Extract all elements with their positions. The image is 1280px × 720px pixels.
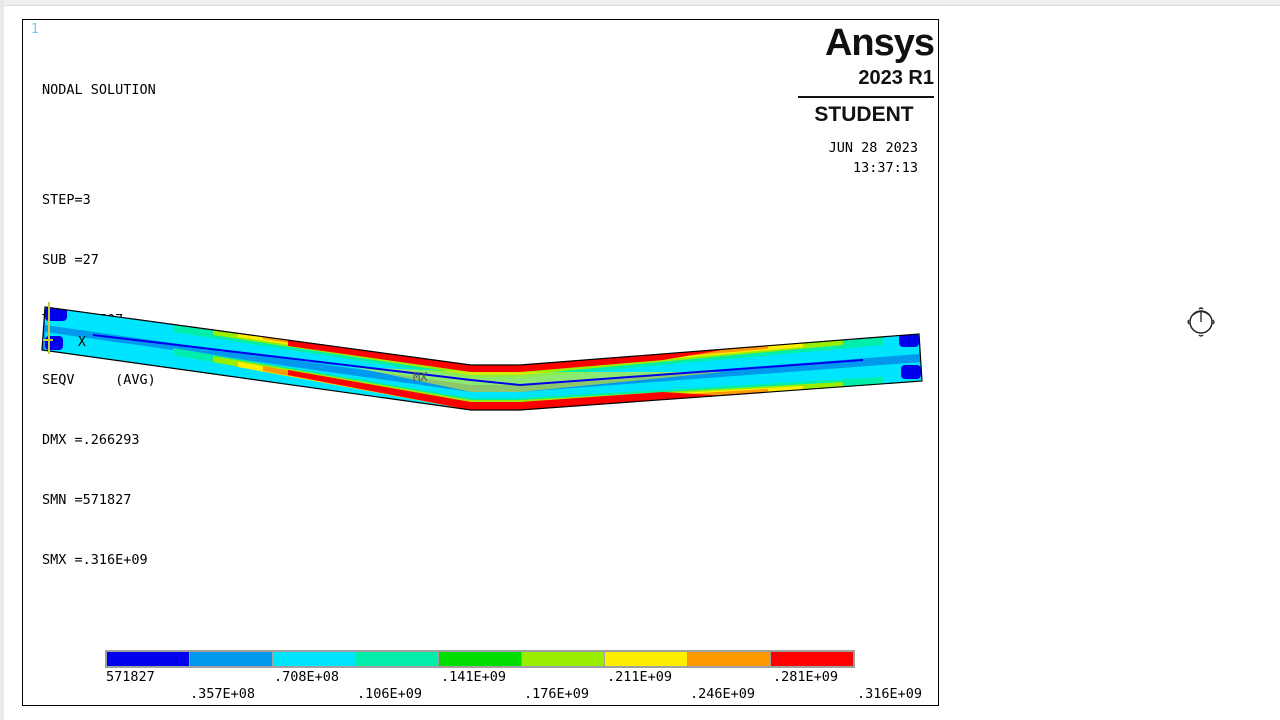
stress-contour-plot: X MX (41, 302, 923, 411)
ansys-brand: Ansys 2023 R1 STUDENT (794, 22, 935, 128)
result-item-label: SEQV (AVG) (42, 372, 156, 388)
rotate-mouse-icon[interactable] (1185, 306, 1217, 338)
legend-label: .211E+09 (607, 669, 673, 685)
legend-label: .176E+09 (524, 686, 590, 702)
window-number: 1 (31, 22, 39, 37)
legend-label: .281E+09 (773, 669, 839, 685)
date-label: JUN 28 2023 (828, 140, 918, 156)
legend-swatch-6 (522, 652, 605, 666)
legend-label: 571827 (106, 669, 155, 685)
contour-legend-bar (105, 650, 855, 668)
beam-contours (42, 307, 922, 410)
legend-label: .708E+08 (274, 669, 340, 685)
legend-label: .246E+09 (690, 686, 756, 702)
beam-outline (41, 306, 923, 411)
edition-label: STUDENT (814, 103, 914, 126)
sub-label: SUB =27 (42, 252, 99, 268)
legend-swatch-5 (439, 652, 522, 666)
legend-swatch-3 (273, 652, 356, 666)
time-label-clock: 13:37:13 (852, 160, 918, 176)
step-label: STEP=3 (42, 192, 91, 208)
max-marker-label: MX (413, 370, 428, 384)
left-edge (0, 0, 4, 720)
brand-divider (798, 96, 934, 98)
legend-swatch-8 (688, 652, 771, 666)
dmx-label: DMX =.266293 (42, 432, 140, 448)
legend-label: .357E+08 (190, 686, 256, 702)
smx-label: SMX =.316E+09 (42, 552, 148, 568)
legend-label: .141E+09 (441, 669, 507, 685)
top-strip (0, 0, 1280, 6)
legend-swatch-4 (356, 652, 439, 666)
solution-title: NODAL SOLUTION (42, 82, 156, 98)
legend-swatch-9 (771, 652, 853, 666)
legend-label: .316E+09 (857, 686, 923, 702)
version-label: 2023 R1 (858, 67, 934, 89)
ansys-logo: Ansys (824, 22, 935, 64)
legend-swatch-1 (107, 652, 190, 666)
timestamp: JUN 28 2023 13:37:13 (829, 138, 918, 178)
axis-x-label: X (78, 335, 86, 350)
smn-label: SMN =571827 (42, 492, 132, 508)
legend-label: .106E+09 (357, 686, 423, 702)
legend-swatch-7 (605, 652, 688, 666)
graphics-window[interactable]: 1 NODAL SOLUTION STEP=3 SUB =27 TIME=1.5… (22, 19, 939, 706)
legend-swatch-2 (190, 652, 273, 666)
